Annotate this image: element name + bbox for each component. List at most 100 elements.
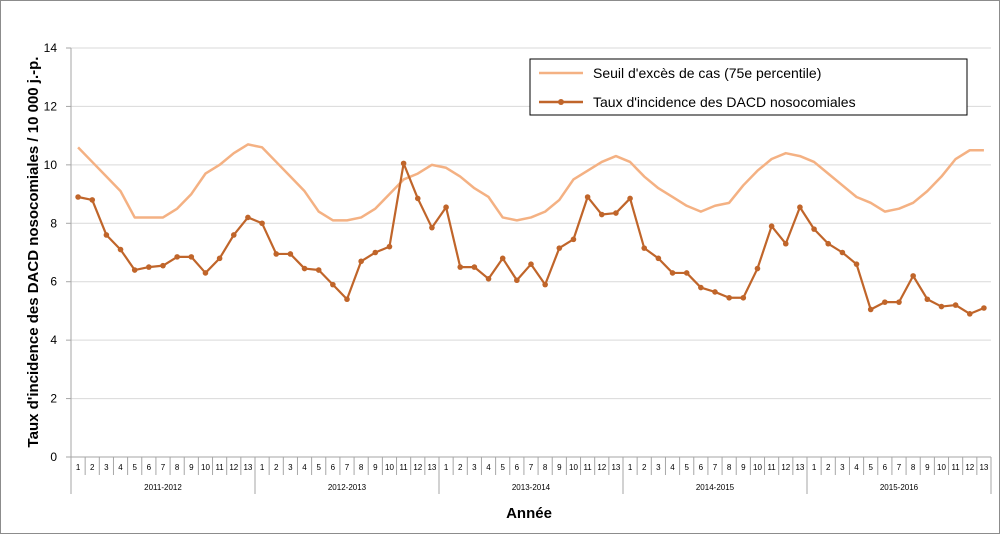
legend-label-threshold: Seuil d'excès de cas (75e percentile) — [593, 65, 821, 81]
y-tick-label: 10 — [44, 158, 58, 172]
x-tick-label: 8 — [727, 463, 732, 472]
x-tick-label: 12 — [965, 463, 974, 472]
y-tick-label: 12 — [44, 99, 58, 113]
x-tick-label: 10 — [201, 463, 210, 472]
data-point-incidence — [896, 299, 902, 305]
x-tick-label: 6 — [699, 463, 704, 472]
data-point-incidence — [981, 305, 987, 311]
x-tick-label: 11 — [399, 463, 408, 472]
data-point-incidence — [131, 267, 138, 273]
data-point-incidence — [245, 214, 251, 221]
legend-label-incidence: Taux d'incidence des DACD nosocomiales — [593, 94, 856, 110]
x-tick-label: 11 — [767, 463, 776, 472]
data-point-incidence — [443, 204, 449, 211]
data-point-incidence — [740, 294, 747, 301]
x-tick-label: 7 — [345, 463, 350, 472]
legend-box — [529, 58, 968, 116]
x-tick-label: 1 — [812, 463, 817, 472]
x-tick-label: 10 — [753, 463, 762, 472]
x-tick-label: 4 — [854, 463, 859, 472]
data-point-incidence — [839, 249, 846, 256]
data-point-incidence — [825, 240, 832, 247]
x-tick-label: 7 — [897, 463, 902, 472]
x-tick-label: 10 — [385, 463, 394, 472]
x-tick-label: 13 — [795, 463, 804, 472]
data-point-incidence — [910, 273, 916, 279]
y-tick-label: 0 — [50, 450, 57, 464]
data-point-incidence — [216, 255, 223, 262]
data-point-incidence — [782, 240, 789, 247]
x-tick-label: 7 — [161, 463, 166, 472]
data-point-incidence — [556, 245, 563, 251]
data-point-incidence — [259, 220, 265, 227]
data-point-incidence — [386, 243, 393, 250]
y-tick-label: 2 — [50, 392, 57, 406]
x-tick-label: 12 — [597, 463, 606, 472]
data-point-incidence — [853, 261, 860, 267]
data-point-incidence — [698, 284, 704, 291]
x-tick-label: 2 — [274, 463, 279, 472]
x-tick-label: 9 — [373, 463, 378, 472]
x-tick-label: 1 — [76, 463, 81, 472]
data-point-incidence — [160, 262, 166, 269]
data-point-incidence — [627, 195, 633, 202]
data-point-incidence — [669, 270, 676, 276]
data-point-incidence — [952, 302, 959, 308]
year-label: 2013-2014 — [512, 483, 551, 492]
year-label: 2014-2015 — [696, 483, 735, 492]
data-point-incidence — [358, 258, 364, 265]
x-tick-label: 5 — [316, 463, 321, 472]
data-point-incidence — [726, 294, 732, 301]
data-point-incidence — [287, 251, 294, 257]
x-tick-label: 5 — [868, 463, 873, 472]
legend: Seuil d'excès de cas (75e percentile) Ta… — [529, 58, 968, 116]
x-tick-label: 12 — [229, 463, 238, 472]
x-tick-label: 13 — [427, 463, 436, 472]
data-point-incidence — [103, 232, 110, 238]
x-tick-label: 1 — [628, 463, 633, 472]
x-tick-label: 3 — [104, 463, 109, 472]
x-tick-label: 4 — [486, 463, 491, 472]
x-tick-label: 9 — [741, 463, 746, 472]
x-tick-label: 4 — [670, 463, 675, 472]
x-tick-label: 12 — [413, 463, 422, 472]
data-point-incidence — [230, 232, 237, 238]
data-point-incidence — [471, 264, 478, 270]
y-tick-label: 4 — [50, 333, 57, 347]
data-point-incidence — [811, 226, 817, 232]
data-point-incidence — [429, 224, 435, 231]
series-line-incidence — [77, 162, 985, 315]
data-point-incidence — [273, 251, 280, 257]
x-tick-label: 7 — [529, 463, 534, 472]
x-tick-label: 6 — [515, 463, 520, 472]
data-point-incidence — [188, 254, 195, 260]
year-label: 2015-2016 — [880, 483, 919, 492]
data-point-incidence — [882, 299, 888, 305]
x-tick-label: 5 — [132, 463, 137, 472]
x-tick-label: 2 — [642, 463, 647, 472]
series-layer — [75, 143, 987, 317]
data-point-incidence — [146, 264, 152, 270]
data-point-incidence — [117, 246, 124, 253]
x-tick-label: 13 — [979, 463, 988, 472]
x-tick-label: 11 — [951, 463, 960, 472]
data-point-incidence — [966, 311, 973, 317]
data-point-incidence — [315, 267, 322, 273]
data-point-incidence — [797, 204, 803, 211]
x-tick-label: 8 — [911, 463, 916, 472]
x-tick-label: 8 — [543, 463, 548, 472]
data-point-incidence — [570, 236, 577, 243]
x-tick-label: 3 — [656, 463, 661, 472]
year-label: 2012-2013 — [328, 483, 367, 492]
y-tick-label: 14 — [44, 41, 58, 55]
x-tick-label: 5 — [500, 463, 505, 472]
x-tick-label: 3 — [472, 463, 477, 472]
x-tick-label: 9 — [189, 463, 194, 472]
data-point-incidence — [613, 210, 619, 216]
data-point-incidence — [330, 281, 336, 288]
data-point-incidence — [89, 197, 96, 203]
x-tick-label: 3 — [288, 463, 293, 472]
